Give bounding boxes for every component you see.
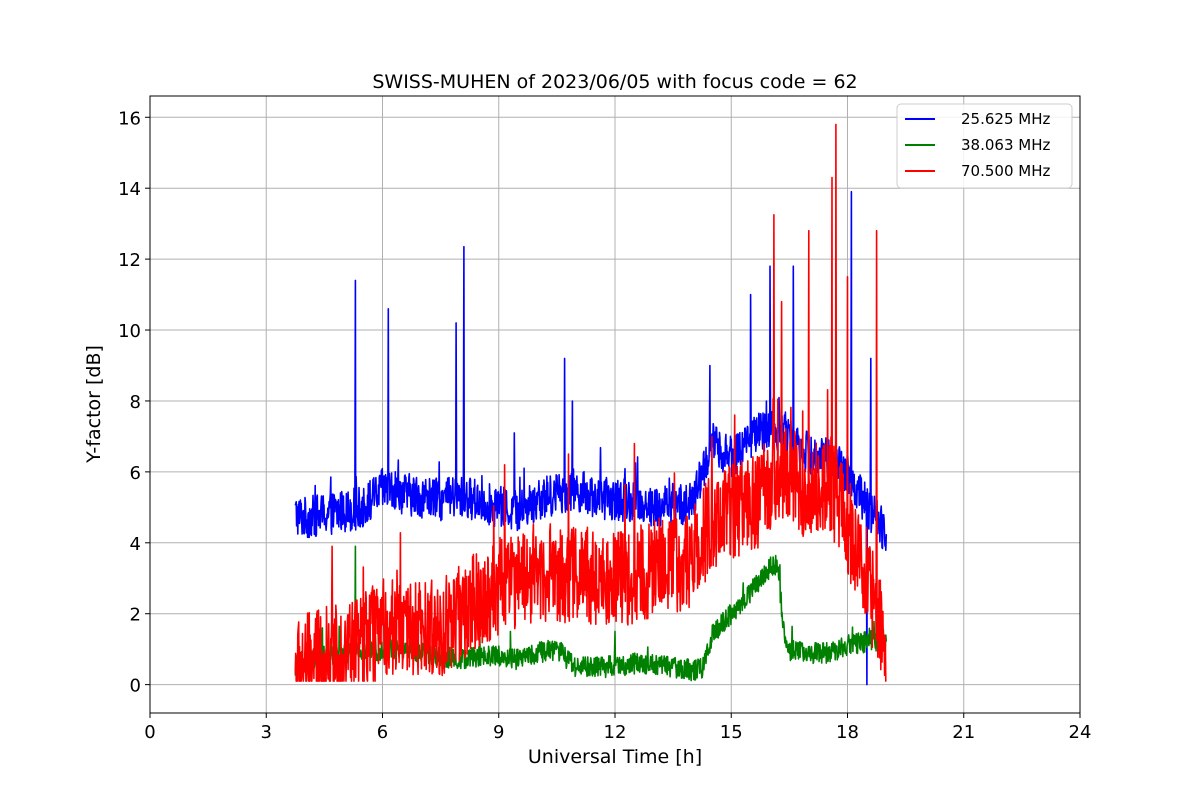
legend-box <box>896 103 1073 189</box>
y-tick-label: 12 <box>118 250 141 271</box>
x-tick-label: 9 <box>493 722 504 743</box>
y-tick-label: 10 <box>118 321 141 342</box>
x-tick-label: 6 <box>377 722 388 743</box>
x-tick-label: 0 <box>144 722 155 743</box>
x-tick-label: 18 <box>836 722 859 743</box>
y-tick-label: 4 <box>130 534 141 555</box>
series-line-3 <box>294 123 887 682</box>
chart-title: SWISS-MUHEN of 2023/06/05 with focus cod… <box>372 71 857 93</box>
y-tick-label: 14 <box>118 179 141 200</box>
y-tick-label: 6 <box>130 463 141 484</box>
series-line-1 <box>294 190 888 686</box>
x-tick-label: 3 <box>261 722 272 743</box>
y-axis-label: Y-factor [dB] <box>83 345 105 464</box>
legend-label: 38.063 MHz <box>961 136 1050 154</box>
series-layer <box>294 123 888 686</box>
legend-label: 25.625 MHz <box>961 110 1050 128</box>
x-tick-label: 21 <box>952 722 975 743</box>
legend: 25.625 MHz 38.063 MHz 70.500 MHz <box>896 103 1073 189</box>
y-tick-label: 8 <box>130 392 141 413</box>
x-tick-label: 15 <box>720 722 743 743</box>
x-axis-label: Universal Time [h] <box>528 746 702 768</box>
legend-label: 70.500 MHz <box>961 162 1050 180</box>
y-tick-label: 0 <box>130 676 141 697</box>
y-tick-label: 16 <box>118 108 141 129</box>
x-tick-label: 24 <box>1069 722 1092 743</box>
y-tick-label: 2 <box>130 605 141 626</box>
x-tick-label: 12 <box>604 722 627 743</box>
